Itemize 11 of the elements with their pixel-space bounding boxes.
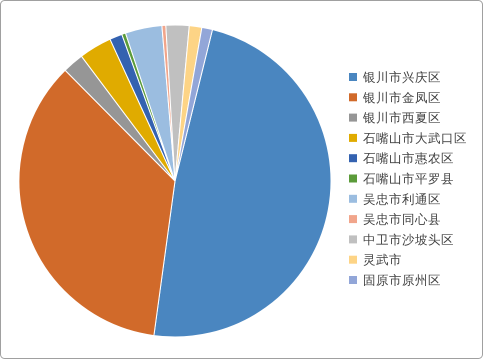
legend-label: 石嘴山市大武口区 <box>363 130 467 146</box>
legend-label: 吴忠市利通区 <box>363 191 441 206</box>
legend-label: 固原市原州区 <box>363 272 441 288</box>
legend-label: 银川市金凤区 <box>362 90 441 105</box>
legend-label: 中卫市沙坡头区 <box>363 232 454 247</box>
legend-label: 石嘴山市平罗县 <box>363 171 454 186</box>
legend-label: 银川市西夏区 <box>362 110 441 126</box>
legend-label: 吴忠市同心县 <box>363 212 441 227</box>
legend-label: 灵武市 <box>363 252 402 268</box>
legend-label: 银川市兴庆区 <box>362 70 441 84</box>
legend-label: 石嘴山市惠农区 <box>363 150 454 166</box>
